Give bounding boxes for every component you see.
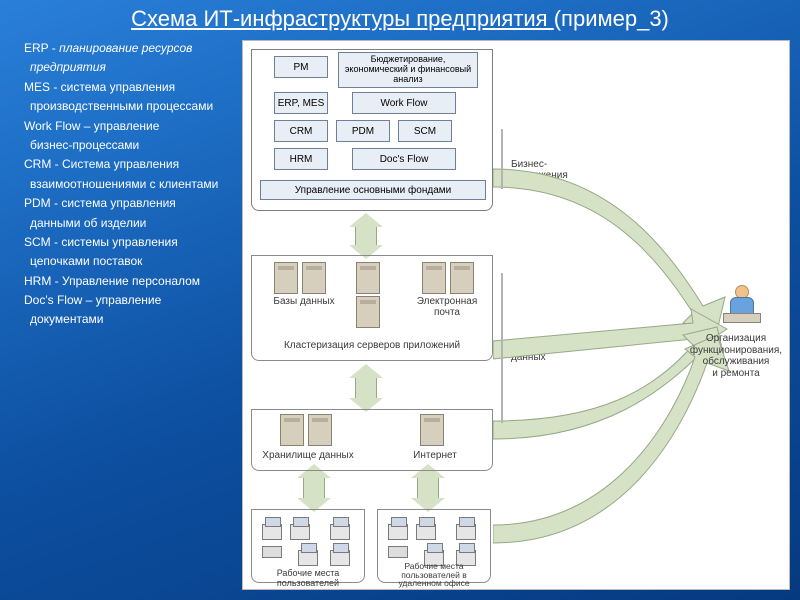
legend-line: документами — [30, 311, 254, 328]
srv-icon — [450, 262, 474, 294]
slide-title: Схема ИТ-инфраструктуры предприятия (при… — [0, 6, 800, 32]
legend-line: данными об изделии — [30, 215, 254, 232]
legend-line: взаимоотношениями с клиентами — [30, 176, 254, 193]
printer-icon — [262, 546, 282, 558]
srv-icon — [280, 414, 304, 446]
legend: ERP - планирование ресурсов предприятия M… — [24, 40, 254, 331]
pc-icon — [456, 524, 476, 540]
label-db: Базы данных — [264, 296, 344, 307]
legend-line: производственными процессами — [30, 98, 254, 115]
title-suffix: (пример_3) — [554, 6, 669, 31]
box-pm: PM — [274, 56, 328, 78]
brace-line — [501, 273, 503, 423]
pc-icon — [262, 524, 282, 540]
arrow-tier-3-ws — [303, 477, 325, 499]
box-hrm: HRM — [274, 148, 328, 170]
legend-line: PDM - система управления — [24, 195, 254, 212]
pc-icon — [388, 524, 408, 540]
box-crm: CRM — [274, 120, 328, 142]
legend-line: ERP - планирование ресурсов — [24, 40, 254, 57]
box-erpmes: ERP, MES — [274, 92, 328, 114]
box-pdm: PDM — [336, 120, 390, 142]
pc-icon — [298, 550, 318, 566]
brace-line — [501, 129, 503, 189]
legend-line: MES - система управления — [24, 79, 254, 96]
legend-line: Work Flow – управление — [24, 118, 254, 135]
srv-icon — [302, 262, 326, 294]
cluster-db-mail: Базы данных Электронная почта Кластериза… — [251, 255, 493, 361]
box-budget: Бюджетирование, экономический и финансов… — [338, 52, 478, 88]
cluster-ws-local: Рабочие местапользователей — [251, 509, 365, 583]
legend-line: HRM - Управление персоналом — [24, 273, 254, 290]
person-icon — [721, 285, 761, 325]
legend-line: бизнес-процессами — [30, 137, 254, 154]
box-assets: Управление основными фондами — [260, 180, 486, 200]
arrow-tier-3-ws2 — [417, 477, 439, 499]
srv-icon — [422, 262, 446, 294]
box-workflow: Work Flow — [352, 92, 456, 114]
fan-arrows — [493, 91, 783, 571]
pc-icon — [290, 524, 310, 540]
label-internet: Интернет — [400, 450, 470, 461]
box-docflow: Doc's Flow — [352, 148, 456, 170]
pc-icon — [416, 524, 436, 540]
label-appcluster: Кластеризация серверов приложений — [266, 340, 478, 351]
pc-icon — [330, 524, 350, 540]
srv-icon — [420, 414, 444, 446]
srv-icon — [356, 262, 380, 294]
pc-icon — [330, 550, 350, 566]
legend-line: цепочками поставок — [30, 253, 254, 270]
arrow-tier-2-3 — [355, 377, 377, 399]
arrow-tier-1-2 — [355, 226, 377, 246]
label-storage: Хранилище данных — [258, 450, 358, 461]
printer-icon — [388, 546, 408, 558]
label-mail: Электронная почта — [404, 296, 490, 318]
cluster-ws-remote: Рабочие местапользователей вудаленном оф… — [377, 509, 491, 583]
software-group: PM Бюджетирование, экономический и финан… — [251, 49, 493, 211]
legend-line: предприятия — [30, 59, 254, 76]
label-ws-local: Рабочие местапользователей — [254, 568, 362, 588]
box-scm: SCM — [398, 120, 452, 142]
label-ws-remote: Рабочие местапользователей вудаленном оф… — [380, 562, 488, 588]
diagram-panel: PM Бюджетирование, экономический и финан… — [242, 40, 790, 590]
legend-line: SCM - системы управления — [24, 234, 254, 251]
cluster-storage-internet: Хранилище данных Интернет — [251, 409, 493, 471]
srv-icon — [356, 296, 380, 328]
legend-line: Doc's Flow – управление — [24, 292, 254, 309]
label-org: Организацияфункционирования,обслуживания… — [683, 333, 789, 379]
legend-line: CRM - Система управления — [24, 156, 254, 173]
title-link: Схема ИТ-инфраструктуры предприятия — [131, 6, 554, 31]
srv-icon — [274, 262, 298, 294]
srv-icon — [308, 414, 332, 446]
